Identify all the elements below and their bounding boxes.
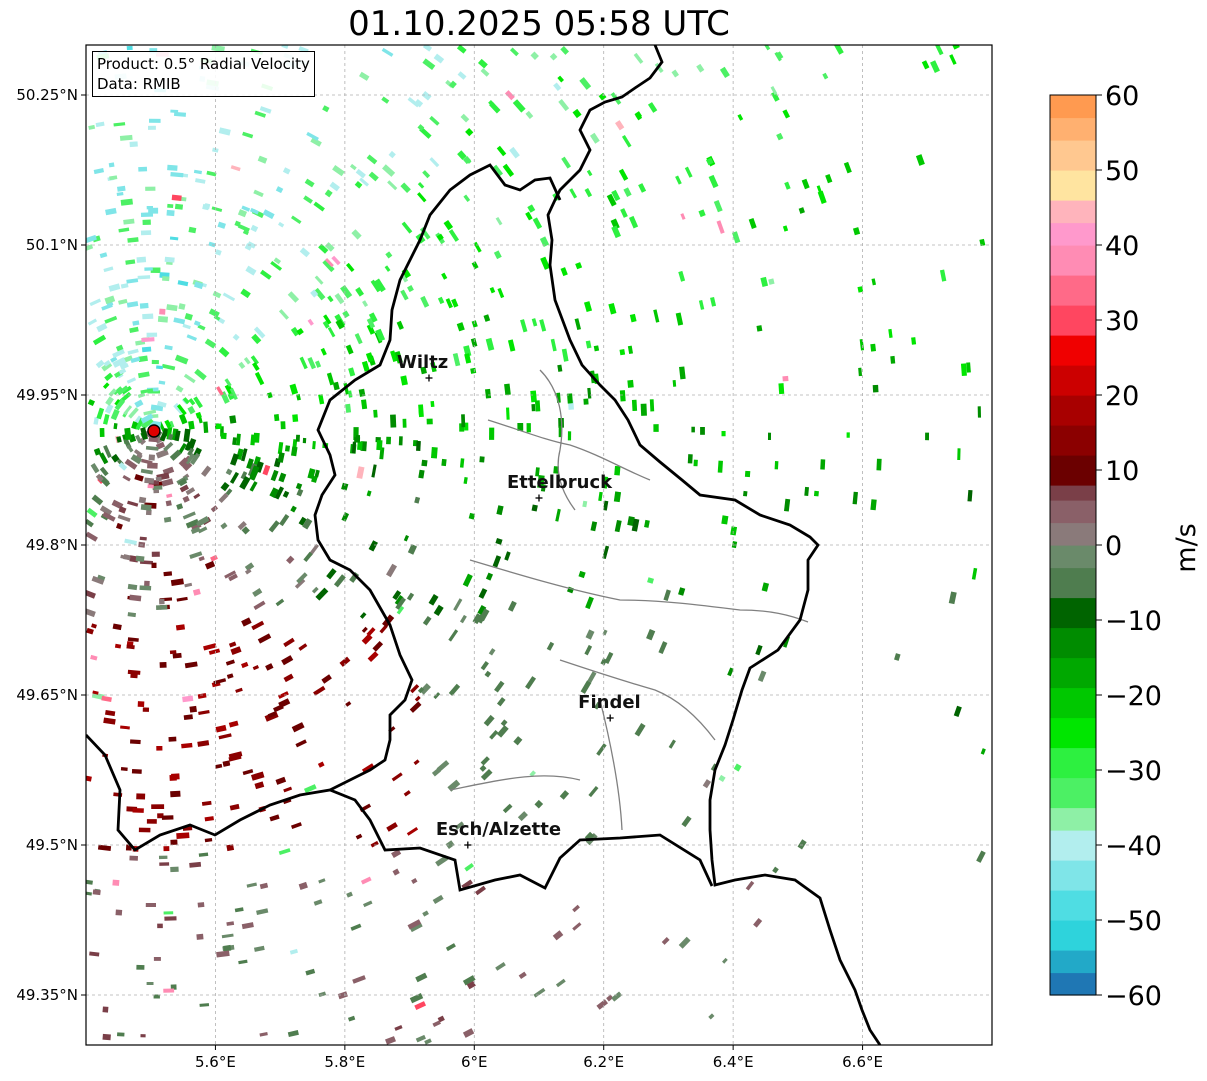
canton-boundary [539, 369, 576, 511]
country-border [313, 163, 562, 792]
borders [86, 45, 882, 1045]
lat-tick-label: 49.8°N [26, 536, 78, 554]
lon-tick-label: 5.8°E [324, 1053, 365, 1071]
info-box: Product: 0.5° Radial Velocity Data: RMIB [92, 51, 315, 97]
radar-site [147, 424, 161, 438]
lat-tick-label: 50.25°N [16, 86, 78, 104]
lon-tick-label: 6.2°E [583, 1053, 624, 1071]
lat-tick-label: 49.5°N [26, 836, 78, 854]
lat-tick-label: 49.95°N [16, 386, 78, 404]
lon-tick-label: 5.6°E [195, 1053, 236, 1071]
velocity-echoes [86, 45, 986, 1045]
lat-tick-label: 50.1°N [26, 236, 78, 254]
canton-boundary [469, 559, 809, 623]
city-label: Findel [578, 692, 641, 713]
canton-boundary [559, 659, 716, 741]
product-label: Product: 0.5° Radial Velocity [97, 55, 310, 73]
lat-tick-label: 49.35°N [16, 986, 78, 1004]
canton-boundary [487, 419, 651, 481]
lon-tick-label: 6.4°E [713, 1053, 754, 1071]
axis-ticks: 5.6°E 5.8°E 6°E 6.2°E 6.4°E 6.6°E 50.25°N 50.1°… [16, 86, 883, 1071]
canton-boundary [599, 699, 623, 831]
map-title: 01.10.2025 05:58 UTC [348, 4, 730, 44]
city-label: Wiltz [397, 352, 448, 373]
radar-site-marker [147, 424, 161, 438]
lat-tick-label: 49.65°N [16, 686, 78, 704]
city-markers: Wiltz Ettelbruck Findel Esch/Alzette [397, 352, 641, 849]
lon-tick-label: 6°E [461, 1053, 488, 1071]
lon-tick-label: 6.6°E [842, 1053, 883, 1071]
country-border [86, 734, 714, 892]
canton-boundary [449, 775, 581, 791]
city-label: Ettelbruck [507, 472, 613, 493]
city-label: Esch/Alzette [436, 819, 561, 840]
source-label: Data: RMIB [97, 75, 181, 93]
country-border [546, 45, 882, 1045]
